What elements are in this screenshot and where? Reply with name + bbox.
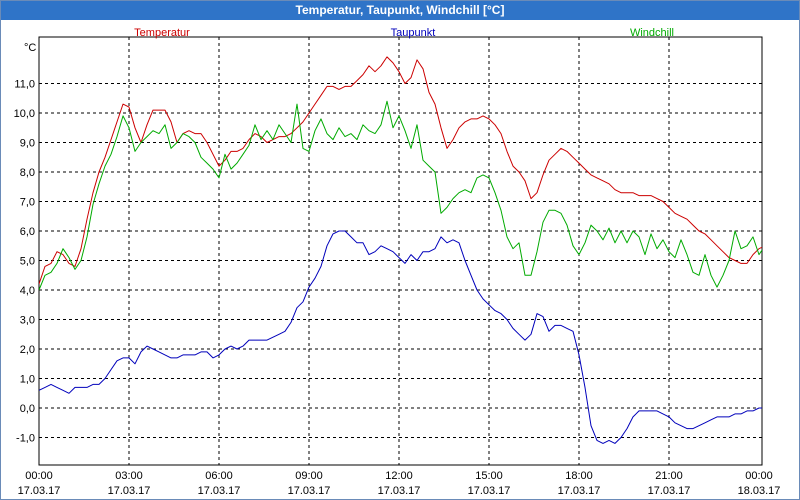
y-axis-label: °C — [24, 42, 36, 54]
chart-title: Temperatur, Taupunkt, Windchill [°C] — [1, 1, 799, 20]
y-tick-label: 0,0 — [20, 403, 35, 415]
x-tick-date: 17.03.17 — [18, 485, 61, 497]
series-line-windchill — [39, 100, 762, 291]
x-tick-date: 17.03.17 — [558, 485, 601, 497]
series-lines — [39, 56, 762, 444]
legend-item-temperatur: Temperatur — [134, 27, 190, 39]
y-tick-label: 9,0 — [20, 138, 35, 150]
series-line-taupunkt — [39, 230, 762, 444]
x-tick-time: 21:00 — [655, 470, 683, 482]
x-tick-date: 17.03.17 — [648, 485, 691, 497]
x-tick-time: 03:00 — [115, 470, 143, 482]
x-tick-time: 09:00 — [295, 470, 323, 482]
legend-item-taupunkt: Taupunkt — [391, 27, 436, 39]
y-tick-label: 1,0 — [20, 374, 35, 386]
x-tick-date: 17.03.17 — [378, 485, 421, 497]
x-tick-time: 00:00 — [745, 470, 773, 482]
y-tick-label: 6,0 — [20, 226, 35, 238]
y-tick-label: 3,0 — [20, 315, 35, 327]
y-tick-label: 11,0 — [14, 79, 35, 91]
x-tick-time: 00:00 — [25, 470, 53, 482]
x-tick-date: 17.03.17 — [108, 485, 151, 497]
y-tick-label: 5,0 — [20, 256, 35, 268]
grid — [39, 37, 762, 465]
y-tick-label: 4,0 — [20, 285, 35, 297]
x-tick-time: 12:00 — [385, 470, 413, 482]
series-line-temperatur — [39, 56, 762, 285]
x-tick-time: 18:00 — [565, 470, 593, 482]
y-tick-label: 2,0 — [20, 344, 35, 356]
plot-area — [38, 36, 763, 466]
x-tick-date: 17.03.17 — [468, 485, 511, 497]
y-tick-label: 8,0 — [20, 167, 35, 179]
x-tick-time: 15:00 — [475, 470, 503, 482]
x-tick-labels: 00:00 17.03.17 03:00 17.03.17 06:00 17.03.17 0… — [18, 470, 781, 497]
legend-item-windchill: Windchill — [630, 27, 674, 39]
x-tick-date: 18.03.17 — [738, 485, 781, 497]
x-tick-date: 17.03.17 — [288, 485, 331, 497]
x-tick-time: 06:00 — [205, 470, 233, 482]
y-tick-label: -1,0 — [16, 433, 35, 445]
legend: Temperatur Taupunkt Windchill — [134, 27, 674, 39]
x-tick-date: 17.03.17 — [198, 485, 241, 497]
y-tick-label: 10,0 — [14, 108, 35, 120]
y-tick-label: 7,0 — [20, 197, 35, 209]
y-tick-labels: 11,0 10,0 9,0 8,0 7,0 6,0 5,0 4,0 3,0 2,0 1,0 0,0 -1… — [14, 79, 35, 445]
